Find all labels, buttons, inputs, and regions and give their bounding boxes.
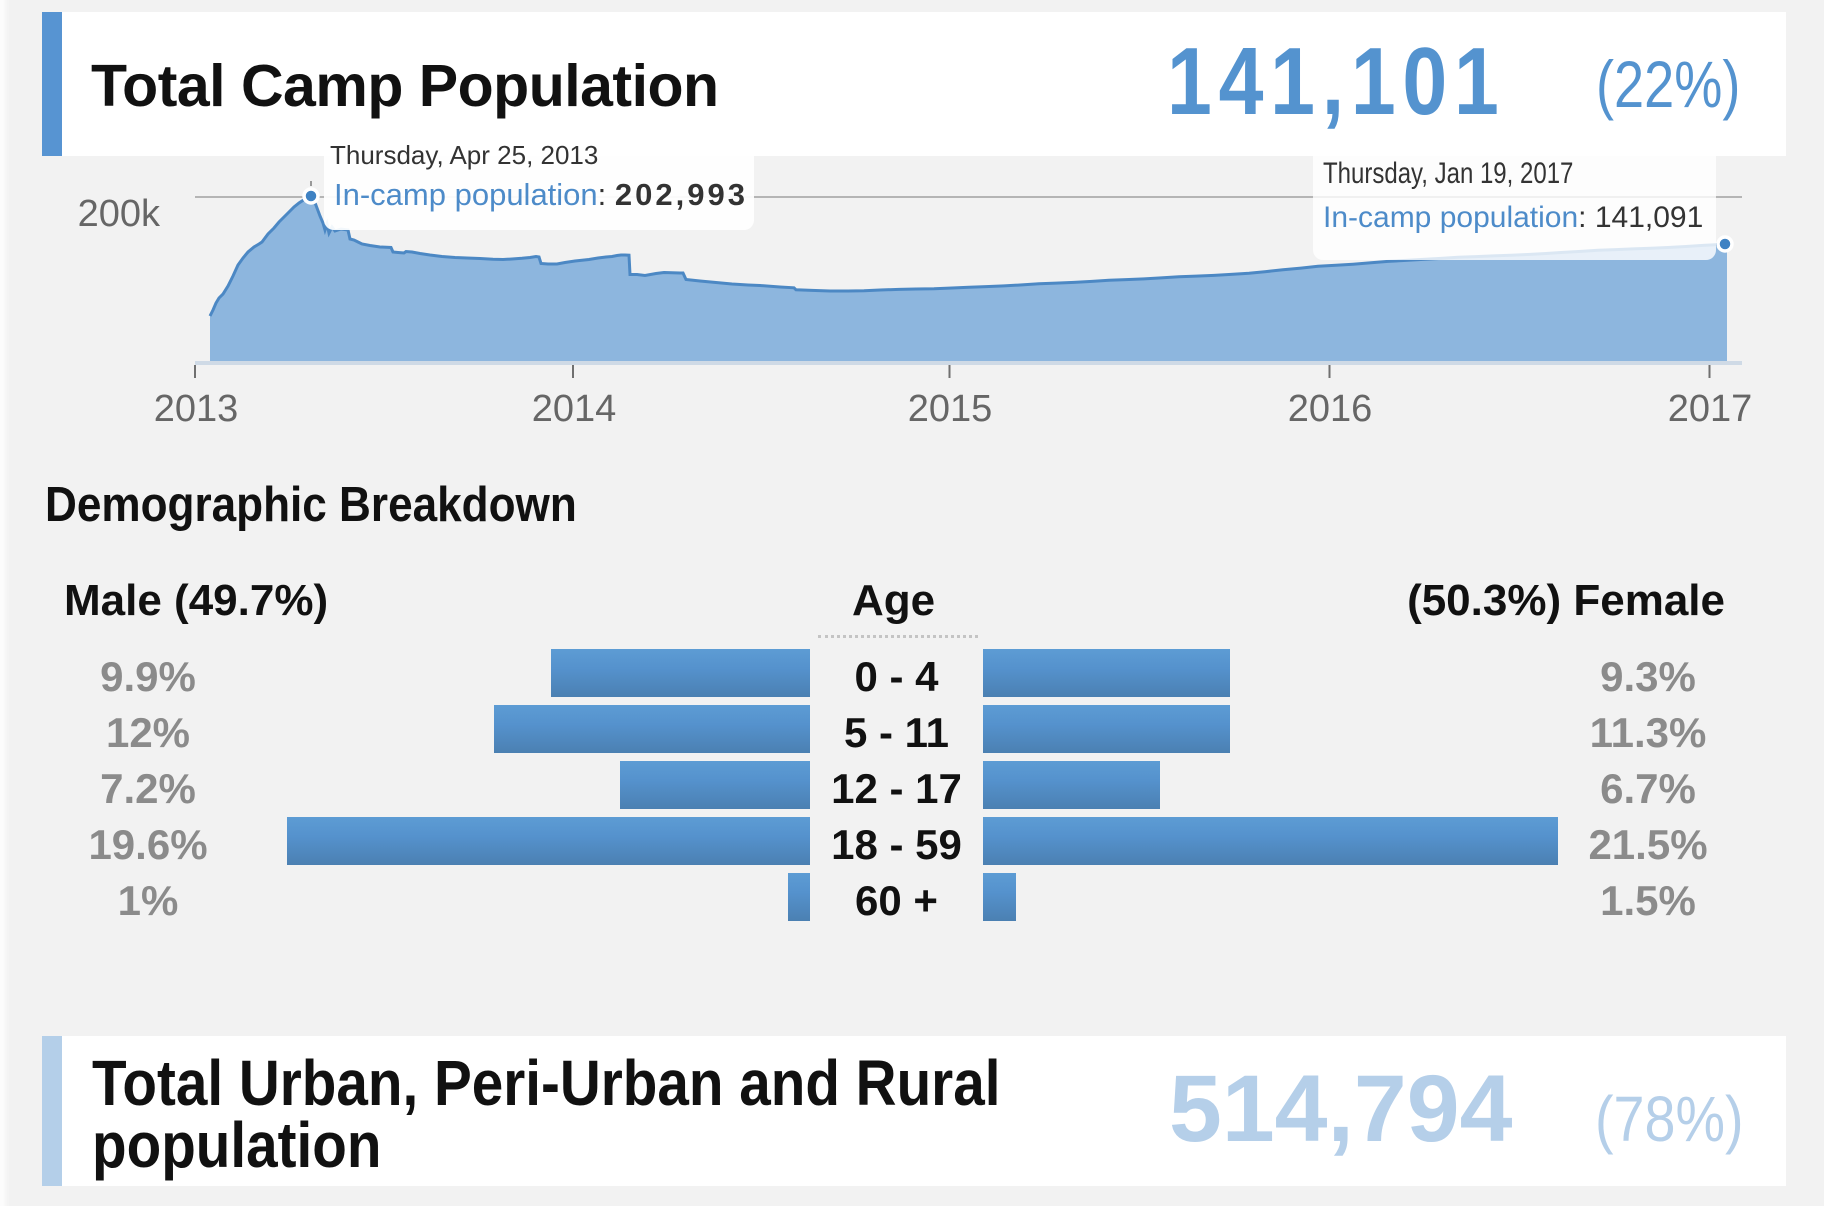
svg-text:2016: 2016 [1288, 388, 1373, 430]
svg-text:2017: 2017 [1668, 388, 1753, 430]
svg-text:2014: 2014 [532, 388, 617, 430]
svg-text:2015: 2015 [908, 388, 993, 430]
svg-text:2013: 2013 [154, 388, 239, 430]
svg-text:200k: 200k [78, 193, 161, 235]
